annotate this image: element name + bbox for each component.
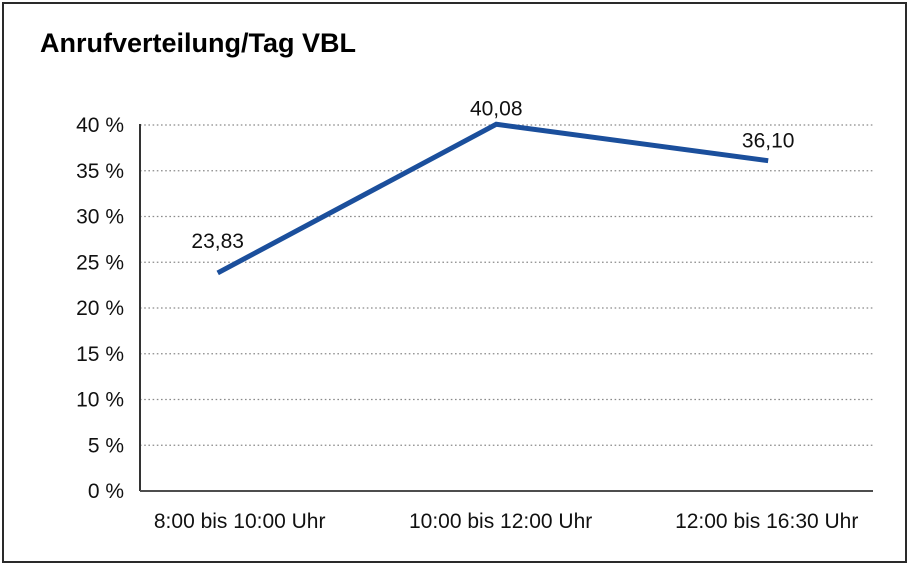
data-point-label: 36,10	[742, 130, 795, 153]
data-series-line	[216, 121, 769, 276]
y-tick-label: 15 %	[76, 343, 124, 366]
x-tick-label: 10:00 bis 12:00 Uhr	[409, 510, 592, 533]
x-tick-label: 8:00 bis 10:00 Uhr	[154, 510, 326, 533]
chart-title: Anrufverteilung/Tag VBL	[40, 28, 357, 58]
y-tick-label: 0 %	[88, 480, 124, 503]
y-tick-label: 5 %	[88, 434, 124, 457]
y-tick-label: 25 %	[76, 251, 124, 274]
y-tick-label: 10 %	[76, 389, 124, 412]
x-tick-label: 12:00 bis 16:30 Uhr	[675, 510, 858, 533]
y-tick-label: 30 %	[76, 206, 124, 229]
y-tick-label: 35 %	[76, 160, 124, 183]
y-tick-label: 20 %	[76, 297, 124, 320]
data-point-label: 40,08	[470, 97, 523, 120]
chart-frame	[2, 2, 907, 563]
data-point-label: 23,83	[191, 230, 244, 253]
y-tick-label: 40 %	[76, 114, 124, 137]
